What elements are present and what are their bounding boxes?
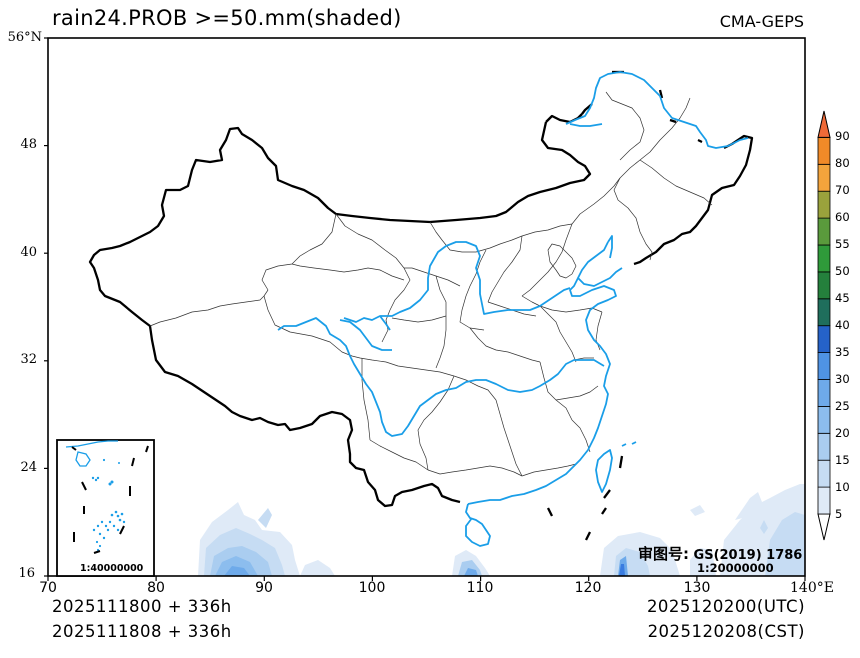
- y-tick-label: 40: [20, 245, 37, 260]
- y-axis-ticks: [44, 37, 48, 577]
- x-axis-ticks: [47, 576, 806, 581]
- y-tick-label: 56°N: [7, 30, 42, 45]
- colorbar-label: 5: [835, 507, 843, 521]
- x-tick-label: 120: [574, 580, 602, 596]
- review-code: GS(2019) 1786: [693, 548, 803, 563]
- colorbar-label: 35: [835, 345, 850, 359]
- colorbar-label: 90: [835, 129, 850, 143]
- colorbar-label: 50: [835, 264, 850, 278]
- x-tick-label: 130: [683, 580, 711, 596]
- inset-map-scale: 1:40000000: [80, 563, 144, 574]
- valid-time-cst: 2025120208(CST): [647, 622, 805, 641]
- map-review-number: 审图号: GS(2019) 1786: [638, 543, 802, 564]
- x-tick-label: 100: [358, 580, 386, 596]
- plot-frame: [47, 37, 806, 577]
- colorbar-label: 20: [835, 426, 850, 440]
- review-label: 审图号:: [638, 545, 689, 563]
- x-tick-label: 80: [147, 580, 165, 596]
- colorbar-label: 45: [835, 291, 850, 305]
- colorbar-label: 10: [835, 480, 850, 494]
- colorbar[interactable]: [817, 110, 831, 541]
- provincial-boundaries: [149, 91, 713, 477]
- main-map-scale: 1:20000000: [697, 561, 774, 575]
- init-time-cst: 2025111808 + 336h: [52, 622, 232, 641]
- y-tick-label: 32: [20, 352, 37, 367]
- rivers-coastline: [277, 71, 749, 547]
- south-china-sea-inset: [56, 439, 155, 577]
- chart-title: rain24.PROB >=50.mm(shaded): [52, 6, 402, 30]
- x-tick-label: 140°E: [790, 580, 834, 596]
- colorbar-label: 55: [835, 237, 850, 251]
- colorbar-label: 40: [835, 318, 850, 332]
- model-source-label: CMA-GEPS: [719, 12, 804, 31]
- colorbar-label: 80: [835, 156, 850, 170]
- probability-shading: [198, 484, 805, 576]
- x-tick-label: 70: [39, 580, 57, 596]
- colorbar-label: 70: [835, 183, 850, 197]
- inset-islands: [91, 458, 126, 552]
- y-tick-label: 24: [20, 460, 37, 475]
- x-tick-label: 110: [466, 580, 494, 596]
- y-tick-label: 48: [20, 137, 37, 152]
- colorbar-label: 30: [835, 372, 850, 386]
- colorbar-label: 60: [835, 210, 850, 224]
- national-boundary: [88, 70, 754, 541]
- valid-time-utc: 2025120200(UTC): [646, 597, 805, 616]
- init-time-utc: 2025111800 + 336h: [52, 597, 232, 616]
- colorbar-label: 25: [835, 399, 850, 413]
- colorbar-label: 15: [835, 453, 850, 467]
- y-tick-label: 16: [18, 566, 35, 581]
- x-tick-label: 90: [255, 580, 273, 596]
